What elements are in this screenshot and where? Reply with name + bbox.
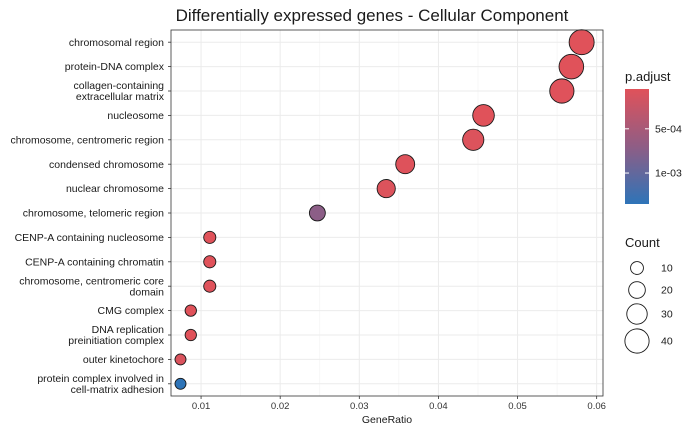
y-axis: chromosomal region protein-DNA complex col… (11, 37, 171, 396)
count-legend-title: Count (625, 235, 660, 250)
data-point (472, 104, 495, 127)
y-tick-label: outer kinetochore (83, 354, 164, 366)
data-points (174, 29, 595, 390)
data-point (184, 304, 197, 317)
y-tick-label: DNA replication preinitiation complex (68, 324, 164, 347)
y-tick-label: protein complex involved in cell-matrix a… (37, 373, 164, 396)
y-tick-label: chromosome, telomeric region (23, 208, 164, 220)
grid-lines (171, 30, 603, 396)
count-legend-label: 20 (661, 285, 673, 297)
data-point (558, 53, 585, 80)
y-tick-label: chromosome, centromeric core domain (19, 275, 164, 298)
y-tick-label: CENP-A containing chromatin (25, 256, 164, 268)
chart-title: Differentially expressed genes - Cellula… (176, 6, 569, 25)
count-legend: Count 10 20 30 40 (624, 235, 673, 354)
data-point (568, 29, 595, 56)
y-tick-label: CENP-A containing nucleosome (15, 232, 165, 244)
x-tick-label: 0.01 (192, 401, 211, 412)
x-tick-label: 0.03 (350, 401, 369, 412)
y-tick-label: collagen-containing extracellular matrix (74, 80, 165, 103)
data-point (203, 255, 217, 269)
x-tick-label: 0.02 (271, 401, 290, 412)
y-tick-label: condensed chromosome (49, 159, 164, 171)
x-tick-label: 0.06 (587, 401, 606, 412)
p-adjust-colorbar (625, 89, 649, 204)
x-tick-label: 0.04 (429, 401, 448, 412)
count-legend-label: 30 (661, 309, 673, 321)
data-point (395, 154, 416, 175)
data-point (184, 328, 197, 342)
data-point (174, 353, 187, 366)
colorbar-tick-label: 5e-04 (655, 123, 682, 135)
data-point (203, 230, 217, 244)
y-tick-label: chromosomal region (69, 37, 164, 49)
count-legend-key (624, 328, 650, 354)
x-axis-title: GeneRatio (362, 414, 412, 426)
x-tick-label: 0.05 (508, 401, 527, 412)
data-point (308, 204, 326, 222)
count-legend-label: 40 (661, 336, 673, 348)
p-adjust-legend-title: p.adjust (625, 69, 671, 84)
y-tick-label: protein-DNA complex (65, 61, 165, 73)
count-legend-key (626, 303, 648, 325)
count-legend-label: 10 (661, 263, 673, 275)
y-tick-label: nucleosome (107, 110, 164, 122)
data-point (376, 179, 396, 199)
p-adjust-legend: p.adjust 5e-04 1e-03 (625, 69, 682, 204)
data-point (549, 78, 575, 104)
data-point (462, 128, 485, 151)
y-tick-label: nuclear chromosome (66, 183, 164, 195)
data-point (203, 279, 217, 293)
data-point (174, 377, 187, 390)
colorbar-tick-label: 1e-03 (655, 168, 682, 180)
y-tick-label: CMG complex (97, 305, 164, 317)
y-tick-label: chromosome, centromeric region (11, 134, 165, 146)
count-legend-key (630, 261, 644, 275)
x-axis: 0.01 0.02 0.03 0.04 0.05 0.06 (192, 396, 606, 412)
count-legend-key (628, 281, 646, 299)
